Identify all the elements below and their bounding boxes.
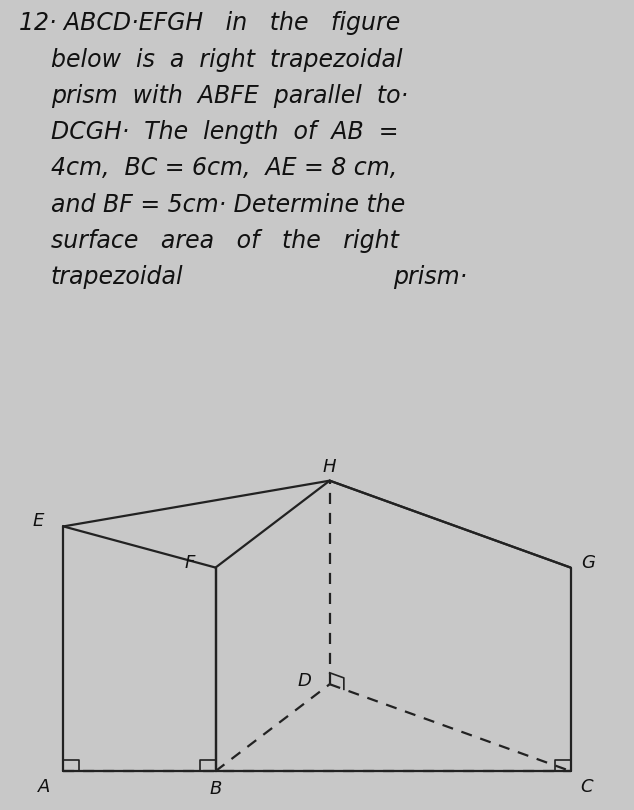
Text: E: E xyxy=(32,512,44,530)
Text: prism·: prism· xyxy=(393,266,467,289)
Text: B: B xyxy=(209,779,222,798)
Text: D: D xyxy=(297,671,311,689)
Text: C: C xyxy=(580,778,593,796)
Text: G: G xyxy=(581,554,595,572)
Text: 12· ABCD·EFGH   in   the   figure: 12· ABCD·EFGH in the figure xyxy=(19,11,400,36)
Text: 4cm,  BC = 6cm,  AE = 8 cm,: 4cm, BC = 6cm, AE = 8 cm, xyxy=(51,156,397,181)
Text: below  is  a  right  trapezoidal: below is a right trapezoidal xyxy=(51,48,403,71)
Text: trapezoidal: trapezoidal xyxy=(51,266,183,289)
Text: and BF = 5cm· Determine the: and BF = 5cm· Determine the xyxy=(51,193,405,217)
Text: DCGH·  The  length  of  AB  =: DCGH· The length of AB = xyxy=(51,120,398,144)
Text: F: F xyxy=(185,554,195,572)
Text: A: A xyxy=(38,778,51,796)
Text: H: H xyxy=(323,458,337,476)
Text: prism  with  ABFE  parallel  to·: prism with ABFE parallel to· xyxy=(51,84,408,108)
Text: surface   area   of   the   right: surface area of the right xyxy=(51,229,399,253)
